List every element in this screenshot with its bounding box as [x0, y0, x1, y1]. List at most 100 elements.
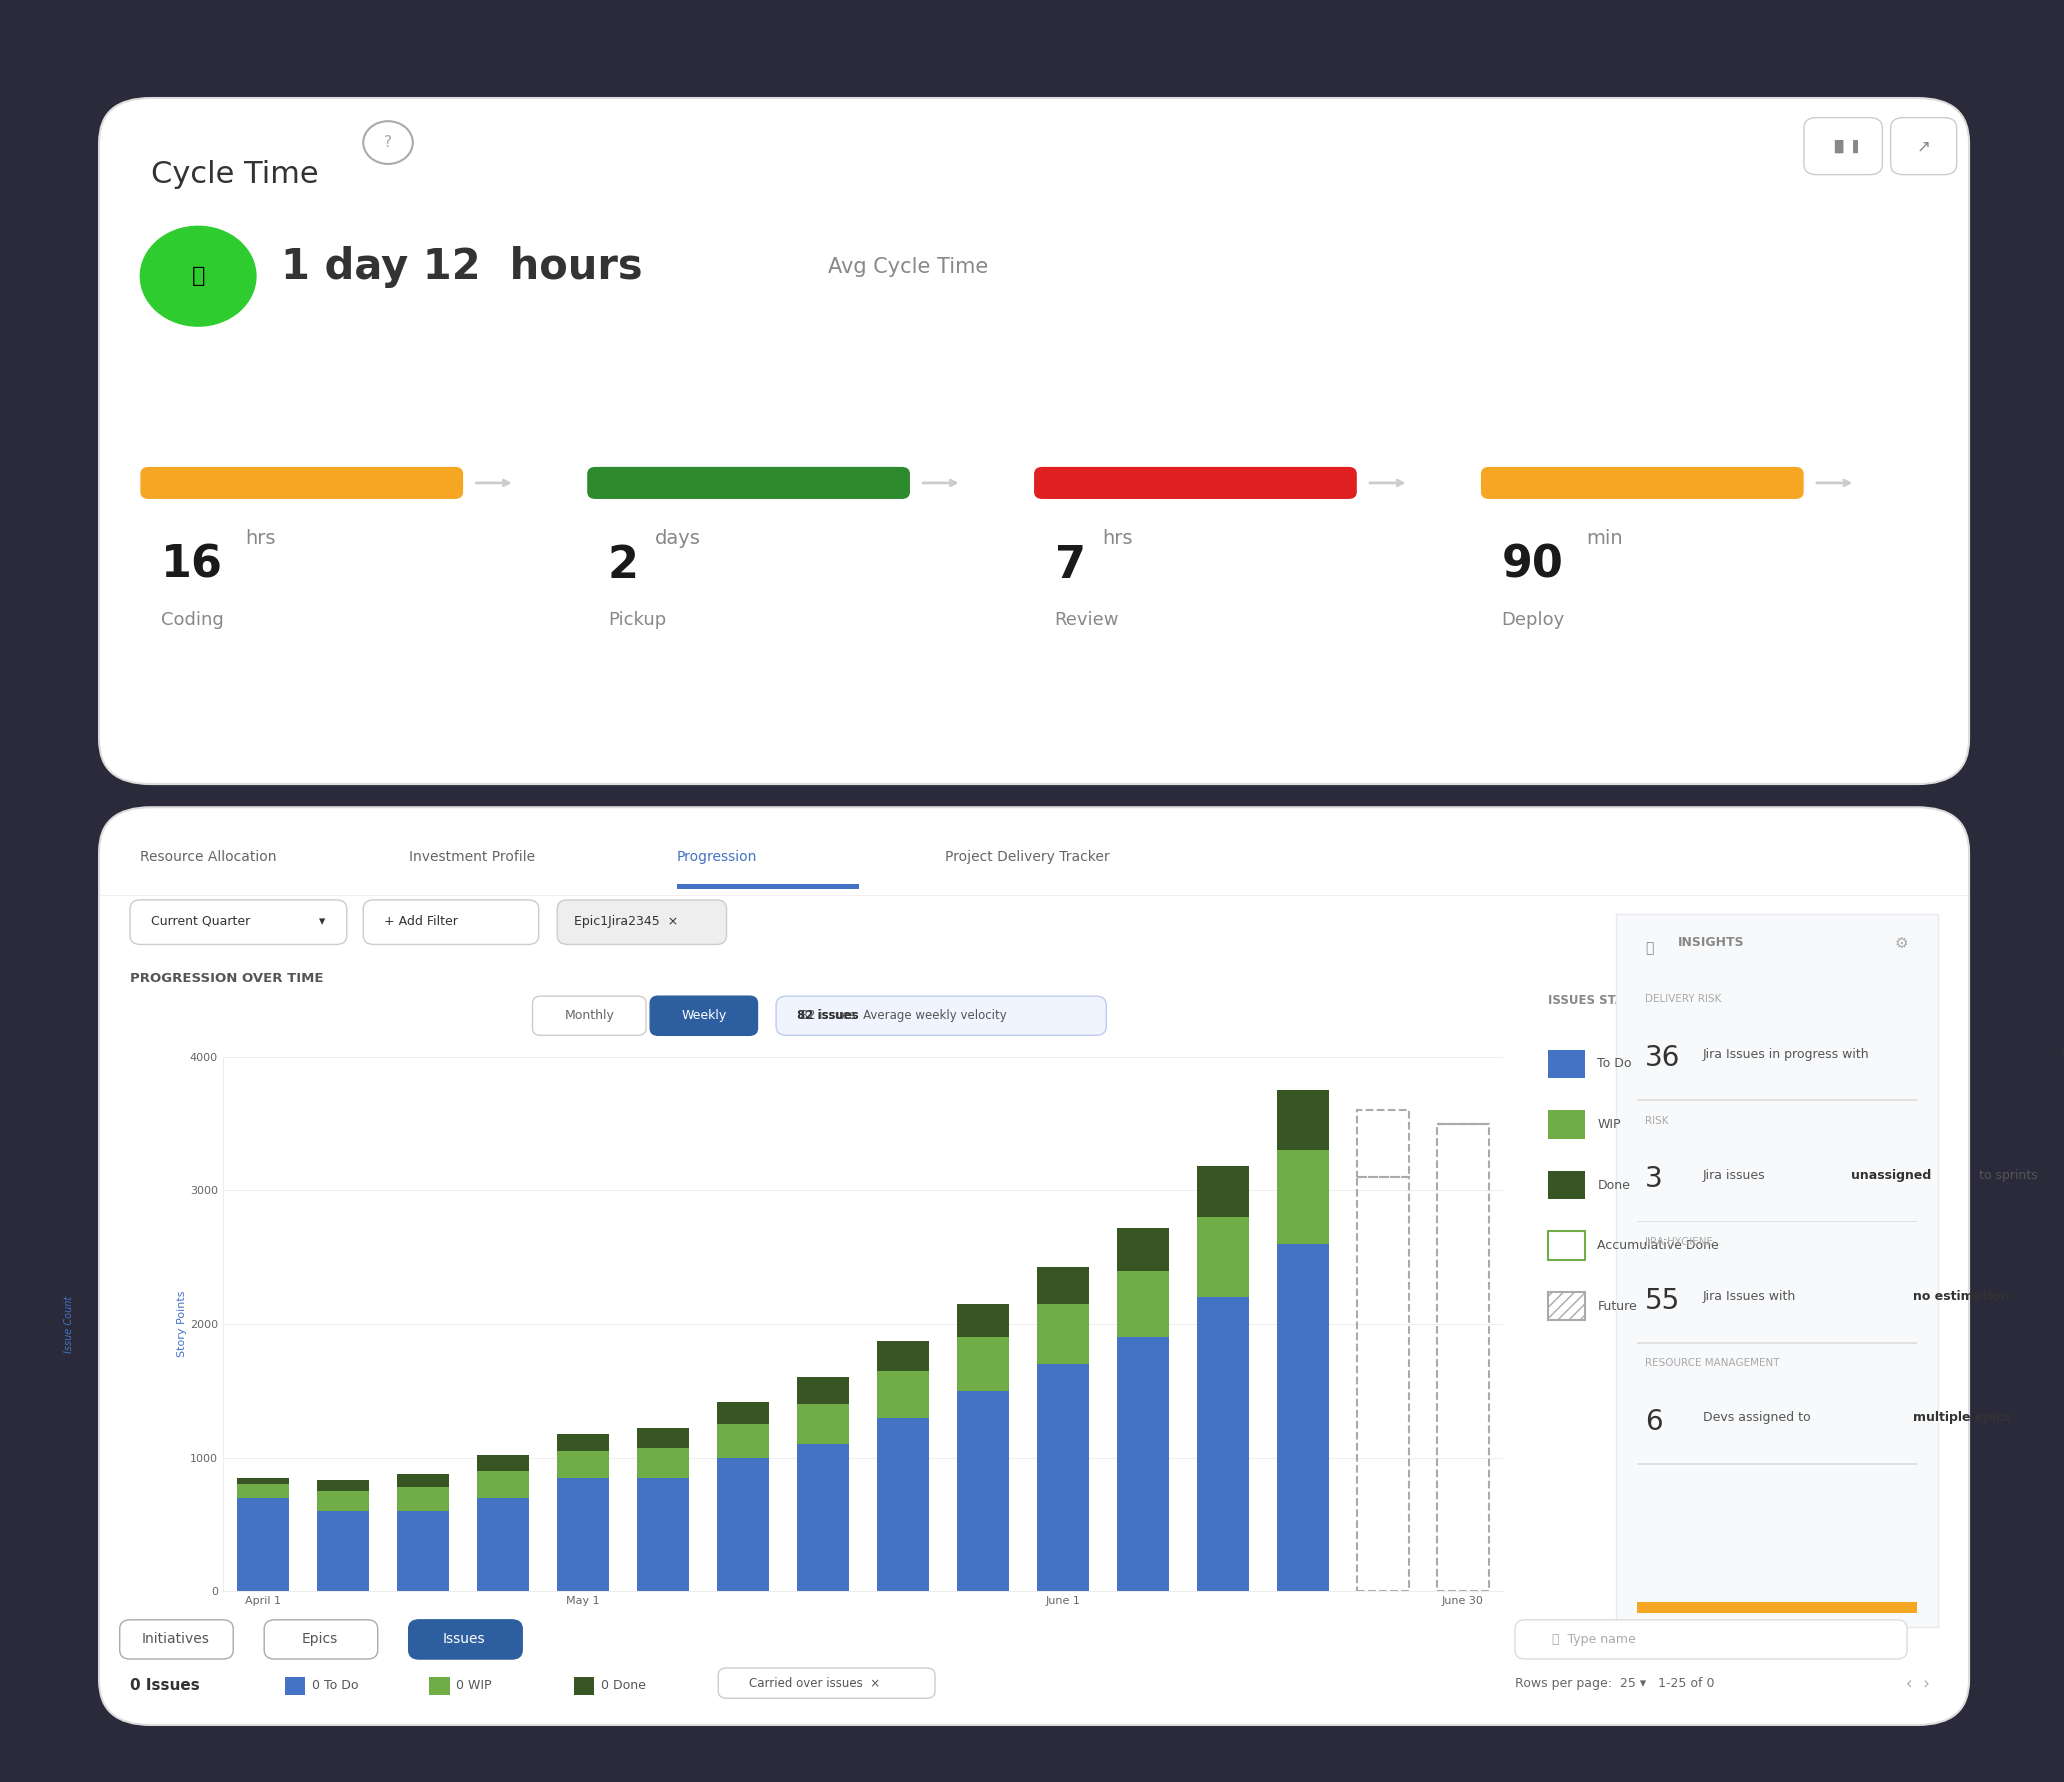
Circle shape [140, 226, 256, 326]
Bar [1278, 1091, 1329, 1151]
Bar [958, 1304, 1009, 1336]
Text: ↗: ↗ [1917, 137, 1930, 155]
Text: 2: 2 [607, 544, 640, 586]
Bar [1117, 1336, 1168, 1591]
Text: Issue Count: Issue Count [64, 1296, 74, 1353]
Text: 82 issues  Average weekly velocity: 82 issues Average weekly velocity [793, 1009, 1007, 1023]
Bar [716, 1458, 768, 1591]
Text: Epic1Jira2345  ×: Epic1Jira2345 × [574, 914, 679, 928]
Bar [396, 1486, 448, 1511]
Bar [1548, 1231, 1585, 1260]
Text: PROGRESSION OVER TIME: PROGRESSION OVER TIME [130, 973, 324, 985]
Y-axis label: Story Points: Story Points [178, 1290, 188, 1358]
Bar [797, 1404, 848, 1443]
FancyBboxPatch shape [1515, 1620, 1907, 1659]
Text: Accumulative Done: Accumulative Done [1598, 1238, 1719, 1253]
Text: no git activity: no git activity [2062, 1048, 2064, 1060]
Bar [237, 1477, 289, 1484]
Bar [318, 1492, 369, 1511]
Bar [716, 1424, 768, 1458]
Text: WIP: WIP [1598, 1117, 1620, 1132]
Bar [285, 1677, 305, 1695]
Text: hrs: hrs [1102, 529, 1133, 549]
Bar [318, 1481, 369, 1492]
Bar [557, 1477, 609, 1591]
Text: 0 Issues: 0 Issues [130, 1679, 200, 1693]
Text: 82 issues: 82 issues [797, 1009, 859, 1023]
Text: Project Delivery Tracker: Project Delivery Tracker [945, 850, 1110, 864]
Bar [1437, 1123, 1488, 1591]
Bar [396, 1474, 448, 1486]
Text: Deploy: Deploy [1503, 611, 1565, 629]
Bar [1548, 1110, 1585, 1139]
Text: Monthly: Monthly [563, 1009, 615, 1023]
FancyBboxPatch shape [99, 807, 1969, 1725]
Bar [1637, 1221, 1917, 1222]
Text: 🔍  Type name: 🔍 Type name [1552, 1632, 1637, 1647]
Text: Resource Allocation: Resource Allocation [140, 850, 277, 864]
Text: 55: 55 [1645, 1287, 1680, 1315]
Text: Pickup: Pickup [607, 611, 667, 629]
Text: days: days [656, 529, 702, 549]
Text: Devs assigned to: Devs assigned to [1703, 1411, 1814, 1424]
Text: Done: Done [1598, 1178, 1631, 1192]
FancyBboxPatch shape [363, 900, 539, 944]
FancyBboxPatch shape [409, 1620, 522, 1659]
Text: multiple epics: multiple epics [1913, 1411, 2012, 1424]
Bar [1036, 1365, 1088, 1591]
Text: 36: 36 [1645, 1044, 1680, 1073]
Text: Rows per page:  25 ▾   1-25 of 0: Rows per page: 25 ▾ 1-25 of 0 [1515, 1677, 1715, 1691]
Bar [1637, 1099, 1917, 1101]
FancyBboxPatch shape [1482, 467, 1804, 499]
Bar [716, 1401, 768, 1424]
FancyBboxPatch shape [130, 900, 347, 944]
Bar [318, 1511, 369, 1591]
Text: Jira issues: Jira issues [1703, 1169, 1769, 1181]
FancyBboxPatch shape [650, 996, 757, 1035]
FancyBboxPatch shape [120, 1620, 233, 1659]
Text: no estimation: no estimation [1913, 1290, 2010, 1303]
Bar [1278, 1151, 1329, 1244]
FancyBboxPatch shape [586, 467, 910, 499]
Text: to sprints: to sprints [1975, 1169, 2037, 1181]
Text: Investment Profile: Investment Profile [409, 850, 535, 864]
Text: DELIVERY RISK: DELIVERY RISK [1645, 994, 1721, 1005]
Bar [237, 1484, 289, 1497]
Bar [1197, 1165, 1249, 1217]
Text: Review: Review [1055, 611, 1119, 629]
FancyBboxPatch shape [557, 900, 727, 944]
Text: 👍: 👍 [192, 266, 204, 287]
Text: Coding: Coding [161, 611, 223, 629]
Bar [877, 1342, 929, 1370]
Text: ▾: ▾ [318, 914, 326, 928]
FancyBboxPatch shape [533, 996, 646, 1035]
Bar [958, 1390, 1009, 1591]
Bar [1197, 1217, 1249, 1297]
Text: Initiatives: Initiatives [142, 1632, 208, 1647]
Bar [1278, 1244, 1329, 1591]
FancyBboxPatch shape [264, 1620, 378, 1659]
Text: ?: ? [384, 135, 392, 150]
Text: 16: 16 [161, 544, 223, 586]
Text: JIRA HYGIENE: JIRA HYGIENE [1645, 1237, 1713, 1247]
Text: 90: 90 [1503, 544, 1562, 586]
Bar [477, 1497, 528, 1591]
Text: INSIGHTS: INSIGHTS [1678, 936, 1744, 948]
FancyBboxPatch shape [1804, 118, 1882, 175]
FancyBboxPatch shape [99, 98, 1969, 784]
Text: RISK: RISK [1645, 1116, 1668, 1126]
Bar [1356, 1110, 1408, 1176]
Text: To Do: To Do [1598, 1057, 1633, 1071]
Bar [396, 1511, 448, 1591]
Text: RESOURCE MANAGEMENT: RESOURCE MANAGEMENT [1645, 1358, 1779, 1369]
Text: ‹  ›: ‹ › [1905, 1675, 1930, 1693]
Bar [638, 1477, 689, 1591]
Bar [1036, 1267, 1088, 1304]
Bar [958, 1336, 1009, 1390]
Text: Weekly: Weekly [681, 1009, 727, 1023]
Text: 3: 3 [1645, 1165, 1664, 1194]
FancyBboxPatch shape [718, 1668, 935, 1698]
Bar [1036, 1304, 1088, 1365]
Text: 0 To Do: 0 To Do [312, 1679, 359, 1693]
Text: min: min [1587, 529, 1622, 549]
